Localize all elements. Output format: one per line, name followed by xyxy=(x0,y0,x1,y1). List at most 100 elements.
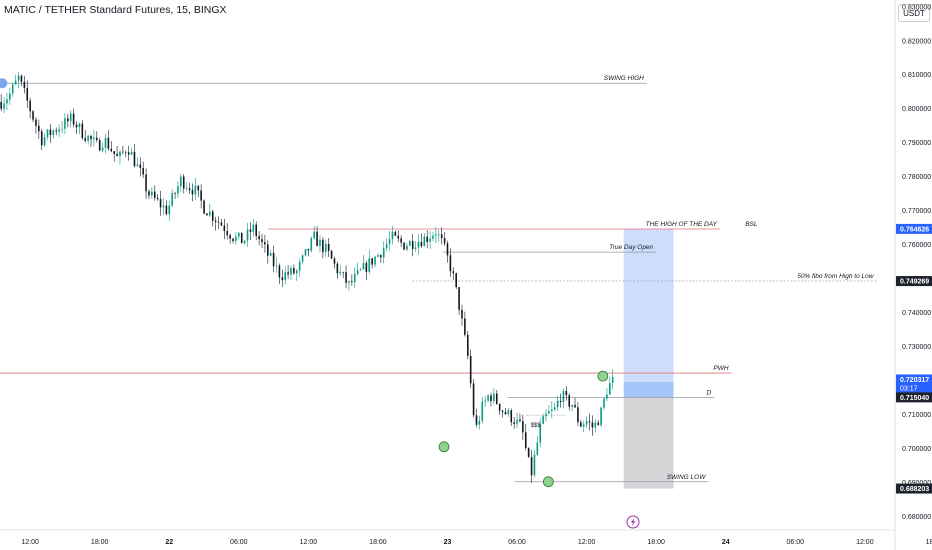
candle-body xyxy=(72,113,75,125)
price-label-text: 0.720317 xyxy=(900,377,929,384)
candle-body xyxy=(553,407,556,410)
candle-body xyxy=(310,238,313,251)
candle-body xyxy=(385,244,388,249)
chart-title: MATIC / TETHER Standard Futures, 15, BIN… xyxy=(4,4,227,16)
price-label-box-0 xyxy=(896,223,932,234)
candle-body xyxy=(551,409,553,412)
candle-body xyxy=(235,236,237,242)
candle-body xyxy=(3,103,5,109)
currency-button[interactable]: USDT xyxy=(898,4,930,22)
candle-body xyxy=(322,239,324,253)
candle-body xyxy=(191,190,194,195)
candle-body xyxy=(461,309,463,319)
candle-body xyxy=(295,270,298,274)
candle-body xyxy=(507,410,510,415)
candle-body xyxy=(40,131,43,146)
candle-body xyxy=(510,410,513,423)
candle-body xyxy=(267,244,269,256)
candle-body xyxy=(356,270,359,274)
y-tick-label: 0.730000 xyxy=(902,344,931,351)
candle-body xyxy=(229,235,231,239)
x-tick-label: 18:00 xyxy=(369,539,387,546)
candle-body xyxy=(67,118,69,122)
candle-body xyxy=(151,191,153,196)
candle-body xyxy=(35,119,37,126)
candle-body xyxy=(609,383,611,395)
candle-body xyxy=(98,140,101,151)
candle-body xyxy=(406,245,408,250)
candle-body xyxy=(29,100,31,112)
candle-body xyxy=(226,230,229,236)
candle-body xyxy=(611,377,614,384)
candle-body xyxy=(351,281,353,283)
candle-body xyxy=(417,241,420,248)
price-label-text: 0.749269 xyxy=(900,279,929,286)
x-tick-label: 24 xyxy=(722,539,730,546)
level-swing-high-label: SWING HIGH xyxy=(604,75,644,82)
level-the-high-of-the-day-label: THE HIGH OF THE DAY xyxy=(646,221,718,228)
candle-body xyxy=(458,287,460,310)
candle-body xyxy=(145,174,147,192)
stop-loss-zone xyxy=(623,397,674,489)
candle-body xyxy=(17,75,20,81)
candle-body xyxy=(527,447,530,458)
candle-body xyxy=(455,273,457,288)
price-label-text: 0.715040 xyxy=(900,395,929,402)
candle-body xyxy=(200,190,202,201)
candle-body xyxy=(43,137,46,146)
candle-body xyxy=(81,123,84,139)
candle-body xyxy=(316,231,318,247)
candle-body xyxy=(20,75,23,82)
candle-body xyxy=(522,421,524,433)
candle-body xyxy=(110,148,113,152)
candle-body xyxy=(171,193,173,206)
y-tick-label: 0.680000 xyxy=(902,514,931,521)
candle-body xyxy=(475,415,478,425)
x-tick-label: 22 xyxy=(165,539,173,546)
x-tick-label: 23 xyxy=(444,539,452,546)
candle-body xyxy=(498,403,501,411)
candle-body xyxy=(104,137,107,148)
level-pwh-label: PWH xyxy=(713,365,728,372)
x-tick-label: 18:00 xyxy=(926,539,932,546)
candle-body xyxy=(403,242,405,250)
y-tick-label: 0.740000 xyxy=(902,310,931,317)
candle-body xyxy=(211,211,214,221)
candle-body xyxy=(64,118,66,129)
candle-body xyxy=(548,411,550,414)
y-tick-label: 0.810000 xyxy=(902,72,931,79)
candle-body xyxy=(304,249,307,256)
candle-body xyxy=(348,281,350,283)
candle-body xyxy=(214,220,217,223)
candle-body xyxy=(185,188,188,189)
y-tick-label: 0.830000 xyxy=(902,4,931,11)
candle-body xyxy=(298,261,301,271)
candle-body xyxy=(571,404,573,407)
level-d-label: D xyxy=(706,390,711,397)
candle-body xyxy=(249,229,252,232)
candle-body xyxy=(339,272,342,274)
y-tick-label: 0.700000 xyxy=(902,446,931,453)
candle-body xyxy=(258,235,260,240)
candle-body xyxy=(585,421,588,425)
x-tick-label: 18:00 xyxy=(647,539,665,546)
x-tick-label: 12:00 xyxy=(21,539,39,546)
candle-body xyxy=(324,243,327,253)
candle-body xyxy=(46,129,49,138)
candle-body xyxy=(264,242,266,245)
candle-body xyxy=(478,420,481,425)
candle-body xyxy=(127,152,130,155)
candle-body xyxy=(429,238,431,242)
candle-body xyxy=(0,101,2,109)
candle-body xyxy=(156,197,159,200)
candle-body xyxy=(148,191,150,196)
candle-body xyxy=(96,137,98,141)
candle-body xyxy=(61,128,63,130)
candle-body xyxy=(490,395,492,401)
candle-body xyxy=(603,398,605,408)
candle-body xyxy=(359,269,362,271)
take-profit-zone xyxy=(623,228,674,382)
candle-body xyxy=(606,394,608,399)
price-label-text: 0.764626 xyxy=(900,226,929,233)
